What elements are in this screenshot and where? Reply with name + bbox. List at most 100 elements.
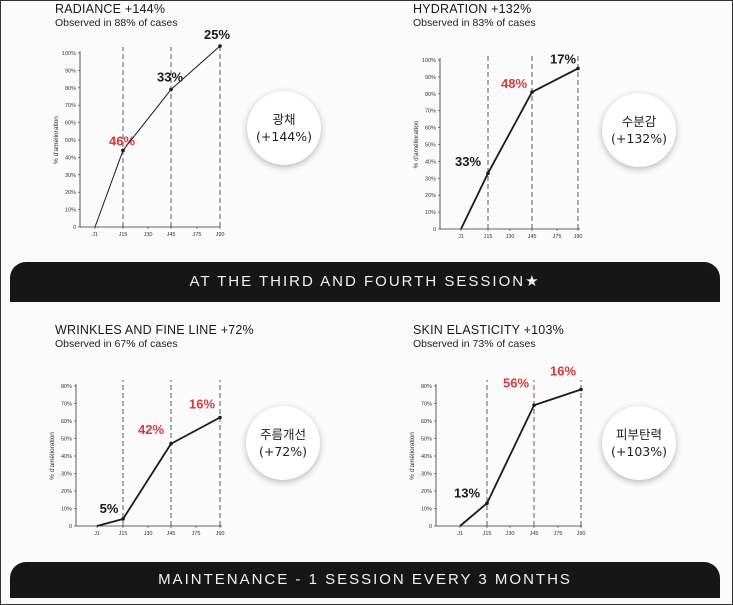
x-tick-label: J30 (144, 232, 153, 238)
x-tick-label: J1 (458, 234, 464, 240)
data-point (169, 87, 173, 92)
data-point (218, 44, 222, 48)
data-label: 46% (109, 133, 135, 148)
data-label: 42% (138, 422, 164, 437)
y-tick-label: 60% (65, 121, 76, 127)
x-tick-label: J30 (506, 531, 515, 537)
badge-value: (+132%) (611, 131, 667, 146)
x-tick-label: J75 (553, 234, 562, 240)
x-tick-label: J45 (528, 234, 537, 240)
y-tick-label: 50% (421, 437, 432, 443)
data-point (530, 90, 534, 94)
x-tick-label: J90 (577, 531, 586, 537)
x-tick-label: J45 (530, 531, 539, 537)
y-tick-label: 60% (425, 126, 436, 132)
x-tick-label: J1 (92, 232, 98, 238)
y-tick-label: 0 (433, 227, 436, 233)
y-tick-label: 40% (65, 155, 76, 161)
y-tick-label: 50% (61, 437, 72, 443)
data-point (121, 517, 125, 521)
x-tick-label: J30 (144, 531, 153, 537)
y-tick-label: 10% (65, 208, 76, 214)
y-tick-label: 10% (61, 507, 72, 513)
y-tick-label: 60% (61, 419, 72, 425)
y-tick-label: 20% (425, 193, 436, 199)
x-tick-label: J75 (554, 531, 563, 537)
data-point (169, 441, 173, 446)
y-tick-label: 90% (65, 68, 76, 74)
series-line (96, 416, 221, 527)
y-tick-label: 30% (421, 472, 432, 478)
y-tick-label: 70% (425, 109, 436, 115)
data-point (121, 148, 125, 153)
y-axis-label: % d'amélioration (49, 432, 56, 480)
panel-subtitle-elasticity: Observed in 73% of cases (413, 338, 536, 350)
x-tick-label: J15 (484, 234, 493, 240)
y-tick-label: 30% (425, 176, 436, 182)
badge-label: 주름개선 (259, 427, 306, 442)
x-tick-label: J1 (457, 531, 463, 537)
y-tick-label: 80% (425, 92, 436, 98)
data-label: 16% (550, 364, 576, 379)
panel-title-hydration: HYDRATION +132% (413, 2, 532, 16)
y-tick-label: 40% (425, 159, 436, 165)
y-tick-label: 10% (421, 507, 432, 513)
data-point (579, 387, 583, 392)
hydration-chart: 0 10% 20% 30% 40% 50% 60% 70% 80% 90% 100% % d'amél… (413, 51, 583, 240)
y-tick-label: 70% (421, 402, 432, 408)
series-line (94, 45, 221, 228)
y-tick-label: 80% (421, 384, 432, 390)
badge-label: 피부탄력 (615, 427, 662, 442)
data-point (486, 171, 490, 176)
wrinkles-chart: 0 10% 20% 30% 40% 50% 60% 70% 80% % d'amélioratio… (49, 380, 225, 537)
elasticity-chart: 0 10% 20% 30% 40% 50% 60% 70% 80% % d'amélioratio… (409, 364, 586, 538)
maintenance-banner: MAINTENANCE - 1 SESSION EVERY 3 MONTHS (10, 562, 720, 598)
y-tick-label: 100% (422, 58, 436, 64)
y-axis-label: % d'amélioration (409, 432, 416, 480)
x-tick-label: J75 (193, 232, 202, 238)
data-label: 25% (204, 27, 230, 42)
x-tick-label: J15 (483, 531, 492, 537)
x-tick-label: J45 (167, 232, 176, 238)
y-tick-label: 100% (62, 51, 76, 57)
data-label: 5% (100, 501, 119, 516)
y-tick-label: 30% (61, 472, 72, 478)
y-tick-label: 40% (61, 454, 72, 460)
y-tick-label: 20% (65, 190, 76, 196)
data-label: 33% (157, 70, 183, 85)
wrinkles-badge: 주름개선 (+72%) (246, 406, 320, 480)
x-tick-label: J90 (574, 234, 583, 240)
panel-subtitle-radiance: Observed in 88% of cases (55, 17, 178, 29)
x-tick-label: J45 (167, 531, 176, 537)
x-tick-label: J15 (119, 531, 128, 537)
x-tick-label: J90 (216, 531, 225, 537)
y-tick-label: 70% (65, 103, 76, 109)
badge-value: (+103%) (611, 444, 667, 459)
y-tick-label: 40% (421, 454, 432, 460)
y-tick-label: 70% (61, 402, 72, 408)
hydration-badge: 수분감 (+132%) (602, 93, 676, 167)
y-tick-label: 80% (61, 384, 72, 390)
series-line (459, 388, 582, 527)
data-point (576, 66, 580, 71)
series-line (460, 67, 579, 230)
data-point (532, 403, 536, 408)
y-tick-label: 20% (61, 489, 72, 495)
x-tick-label: J1 (94, 531, 100, 537)
data-label: 56% (503, 375, 529, 390)
badge-value: (+144%) (256, 129, 312, 144)
radiance-badge: 광채 (+144%) (247, 91, 321, 165)
panel-title-radiance: RADIANCE +144% (55, 2, 166, 16)
data-label: 33% (455, 154, 481, 169)
badge-value: (+72%) (258, 444, 307, 459)
badge-label: 수분감 (621, 114, 657, 129)
y-tick-label: 50% (425, 143, 436, 149)
data-label: 17% (550, 51, 576, 66)
y-tick-label: 0 (69, 524, 72, 530)
x-tick-label: J30 (506, 234, 515, 240)
data-label: 13% (454, 485, 480, 500)
radiance-chart: 0 10% 20% 30% 40% 50% 60% 70% 80% 90% 100% % d'amél… (53, 27, 230, 238)
data-point (485, 501, 489, 506)
y-tick-label: 80% (65, 86, 76, 92)
y-tick-label: 60% (421, 419, 432, 425)
